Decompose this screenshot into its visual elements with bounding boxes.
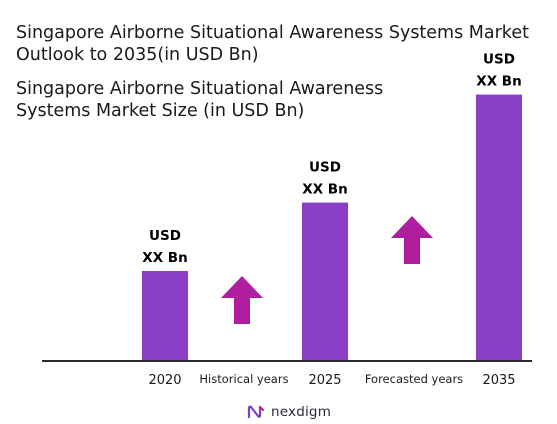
bar-2025 xyxy=(302,202,348,361)
value-label-2035-line-1: USD xyxy=(483,52,515,68)
x-tick-2035: 2035 xyxy=(482,373,515,388)
value-label-2025-line-1: USD xyxy=(309,160,341,176)
bar-2035 xyxy=(476,94,522,361)
value-labels-group: USD XX Bn USD XX Bn USD XX Bn xyxy=(142,52,521,266)
x-tick-labels-group: 2020 2025 2035 Historical years Forecasted y… xyxy=(148,372,515,388)
value-label-2035-line-2: XX Bn xyxy=(476,74,521,90)
value-label-2020-line-1: USD xyxy=(149,228,181,244)
trend-up-arrow-icon-2 xyxy=(391,216,433,264)
bar-2020 xyxy=(142,271,188,361)
bars-group xyxy=(142,94,522,361)
value-label-2020-line-2: XX Bn xyxy=(142,250,187,266)
trend-up-arrow-icon-1 xyxy=(221,276,263,324)
nexdigm-logo-icon xyxy=(247,405,265,419)
chart-title: Singapore Airborne Situational Awareness… xyxy=(16,23,529,65)
brand-name: nexdigm xyxy=(271,404,332,420)
x-tick-2025: 2025 xyxy=(308,373,341,388)
period-label-2: Forecasted years xyxy=(365,372,463,386)
chart-subtitle: Singapore Airborne Situational Awareness… xyxy=(16,79,384,121)
trend-arrows-group xyxy=(221,216,433,324)
x-tick-2020: 2020 xyxy=(148,373,181,388)
value-label-2025-line-2: XX Bn xyxy=(302,182,347,198)
brand-logo: nexdigm xyxy=(246,404,331,420)
period-label-1: Historical years xyxy=(199,372,288,386)
